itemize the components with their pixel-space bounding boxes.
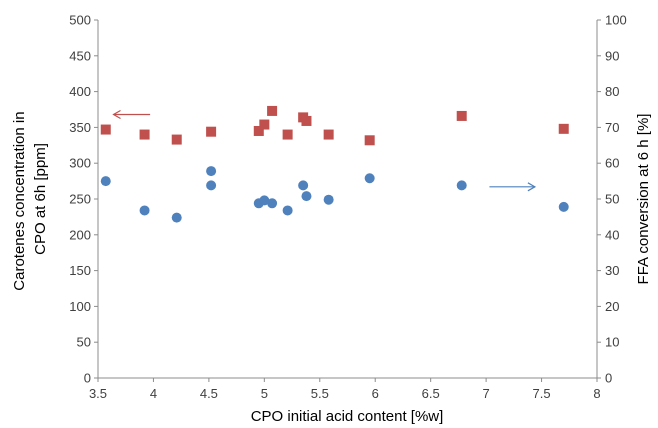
x-tick-label: 4: [150, 386, 157, 401]
arrow-left-icon: [112, 109, 151, 120]
y-right-tick-label: 40: [605, 227, 619, 242]
annotations: [112, 109, 537, 192]
carotenes-point: [298, 180, 309, 191]
x-tick-label: 5.5: [311, 386, 329, 401]
y-left-tick-label: 450: [69, 48, 91, 63]
y-right-tick-label: 90: [605, 48, 619, 63]
carotenes-point: [206, 166, 217, 177]
x-tick-label: 6.5: [422, 386, 440, 401]
y-left-axis-title-line-2: CPO at 6h [ppm]: [32, 143, 49, 255]
ffa-conversion-point: [139, 129, 150, 140]
y-right-tick-label: 30: [605, 263, 619, 278]
carotenes-point: [301, 191, 312, 202]
y-right-tick-label: 50: [605, 192, 619, 207]
y-right-tick-label: 100: [605, 13, 627, 28]
y-left-axis-title: Carotenes concentration in CPO at 6h [pp…: [11, 107, 49, 290]
y-left-tick-label: 200: [69, 227, 91, 242]
y-left-axis-title-line-1: Carotenes concentration in: [11, 111, 28, 290]
carotenes-point: [259, 195, 270, 206]
carotenes-point: [456, 180, 467, 191]
y-right-tick-label: 70: [605, 120, 619, 135]
y-right-tick-label: 10: [605, 335, 619, 350]
ffa-conversion-point: [323, 129, 334, 140]
y-left-tick-label: 400: [69, 84, 91, 99]
plot-area: [97, 20, 598, 379]
x-tick-label: 6: [372, 386, 379, 401]
x-axis-ticks: 3.5 4 4.5 5 5.5 6 6.5 7 7.5 8: [89, 378, 601, 401]
ffa-conversion-point: [558, 123, 569, 134]
ffa-conversion-point: [206, 126, 217, 137]
ffa-conversion-point: [253, 125, 264, 136]
carotenes-point: [206, 180, 217, 191]
y-right-tick-label: 80: [605, 84, 619, 99]
data-marks: [100, 105, 569, 223]
y-left-tick-label: 250: [69, 192, 91, 207]
x-tick-label: 7.5: [533, 386, 551, 401]
y-left-tick-label: 0: [84, 371, 91, 386]
carotenes-point: [100, 176, 111, 187]
ffa-conversion-point: [456, 110, 467, 121]
x-tick-label: 8: [593, 386, 600, 401]
carotenes-point: [267, 198, 278, 209]
ffa-conversion-point: [171, 134, 182, 145]
ffa-conversion-point: [301, 115, 312, 126]
carotenes-point: [171, 212, 182, 223]
ffa-conversion-point: [100, 124, 111, 135]
x-tick-label: 5: [261, 386, 268, 401]
carotenes-point: [282, 205, 293, 216]
y-left-tick-label: 300: [69, 156, 91, 171]
y-right-tick-label: 60: [605, 156, 619, 171]
y-left-tick-label: 500: [69, 13, 91, 28]
y-right-tick-label: 0: [605, 371, 612, 386]
x-axis-title: CPO initial acid content [%w]: [251, 408, 444, 425]
arrow-right-icon: [489, 182, 537, 192]
y-left-tick-label: 150: [69, 263, 91, 278]
ffa-conversion-point: [259, 119, 270, 130]
x-tick-label: 3.5: [89, 386, 107, 401]
y-right-axis-title: FFA conversion at 6 h [%]: [635, 114, 652, 285]
ffa-conversion-point: [282, 129, 293, 140]
ffa-conversion-point: [267, 105, 278, 116]
ffa-conversion-point: [364, 135, 375, 146]
carotenes-point: [364, 173, 375, 184]
x-tick-label: 4.5: [200, 386, 218, 401]
carotenes-point: [139, 205, 150, 216]
y-right-tick-label: 20: [605, 299, 619, 314]
x-tick-label: 7: [482, 386, 489, 401]
y-left-axis-ticks: 0 50 100 150 200 250 300 350 400 450 500: [69, 13, 98, 386]
y-left-tick-label: 350: [69, 120, 91, 135]
y-left-tick-label: 50: [77, 335, 91, 350]
carotenes-point: [323, 194, 334, 205]
y-right-axis-ticks: 0 10 20 30 40 50 60 70 80 90 100: [597, 13, 627, 386]
carotenes-point: [558, 201, 569, 212]
y-left-tick-label: 100: [69, 299, 91, 314]
